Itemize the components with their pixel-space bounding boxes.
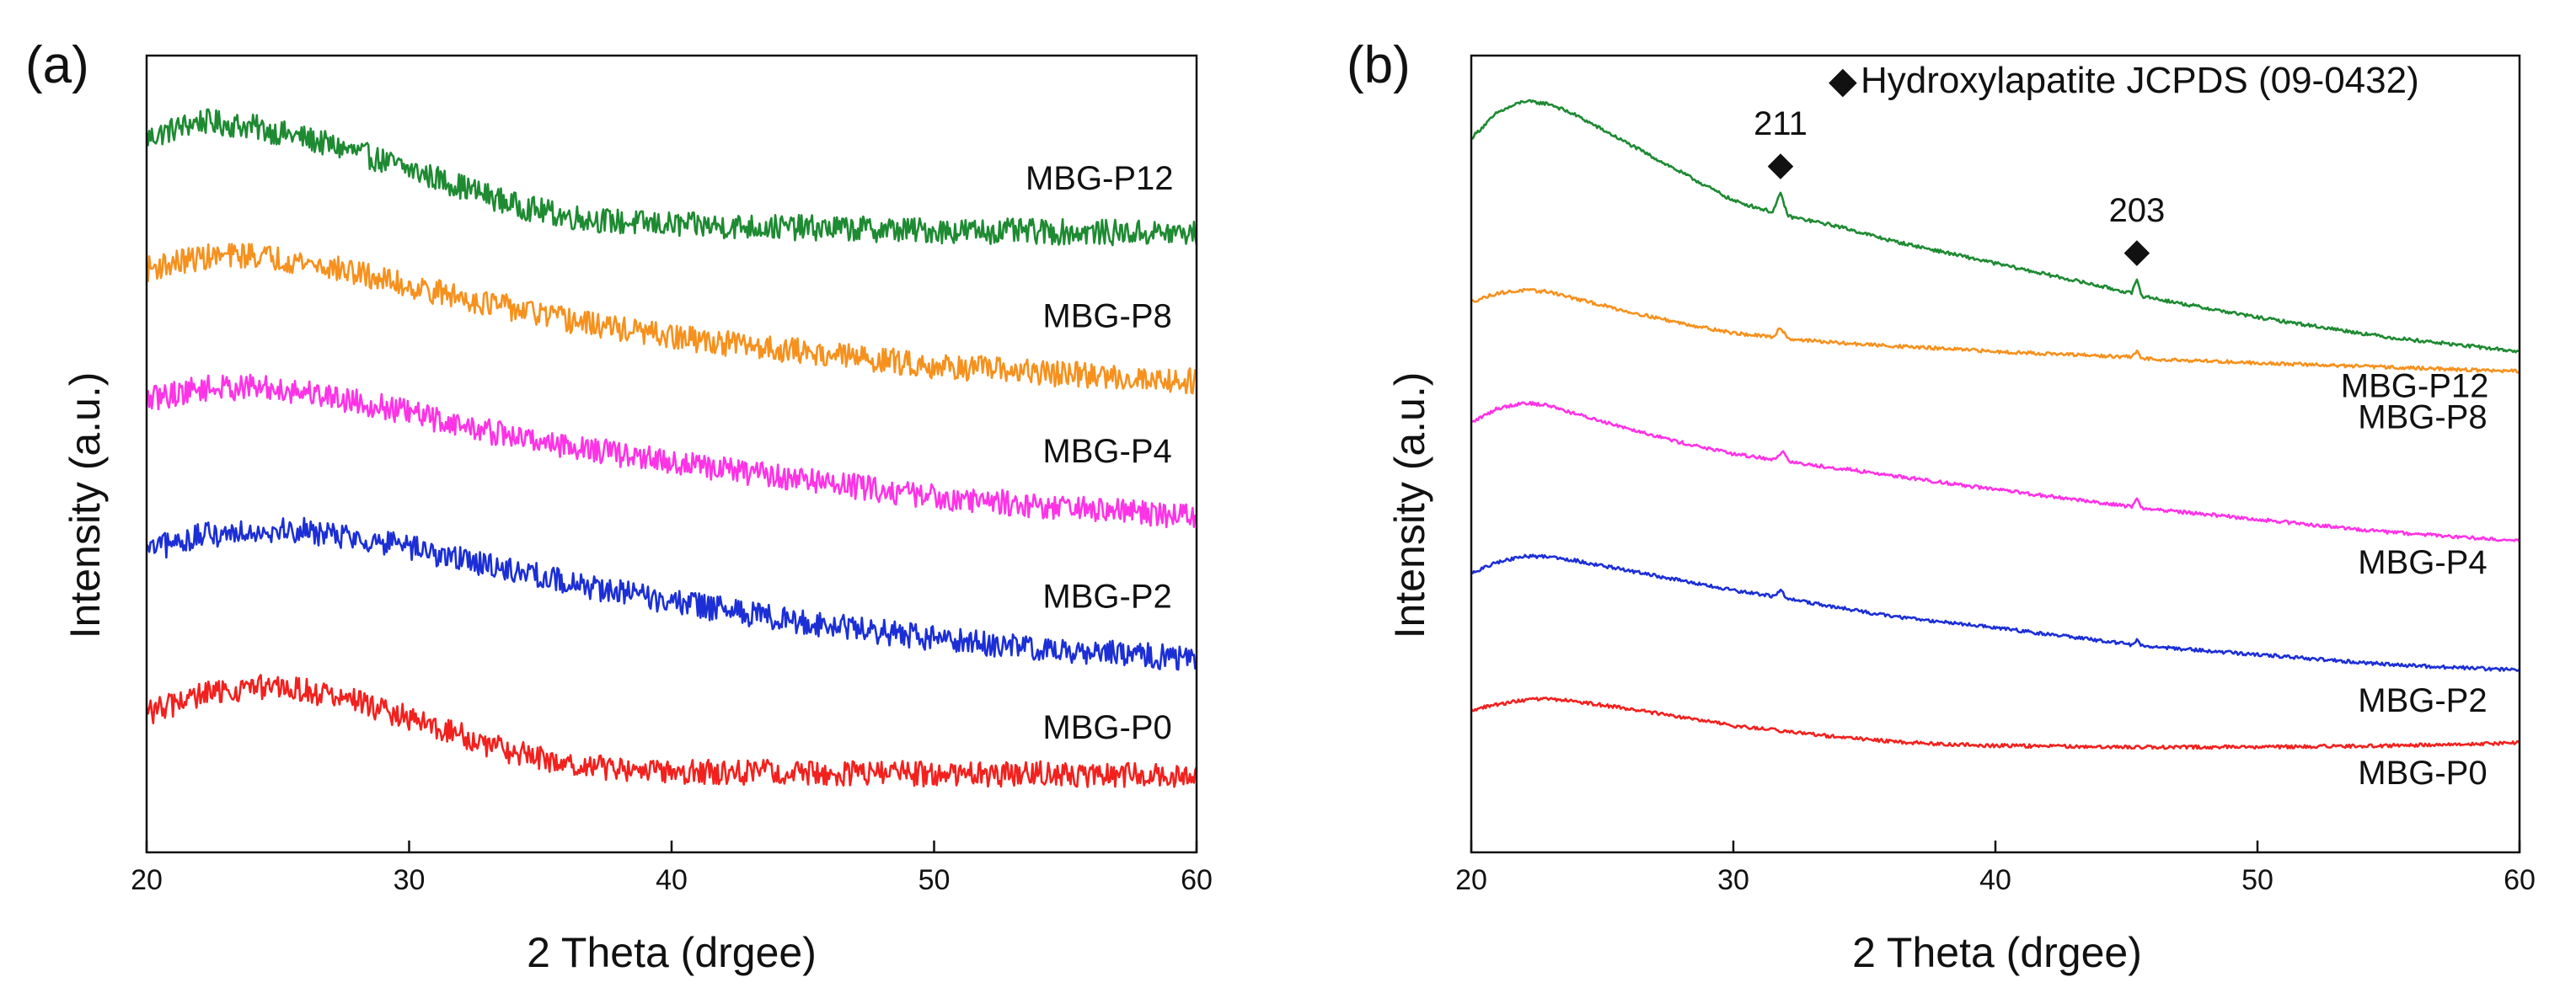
panel-b-x-tick-label-30: 30 xyxy=(1717,864,1749,896)
panel-b-legend: ◆ Hydroxylapatite JCPDS (09-0432) xyxy=(1829,60,2419,101)
panel-a-series-label-mbg-p8: MBG-P8 xyxy=(1042,298,1171,335)
panel-b-series-mbg-p12-line xyxy=(1470,99,2520,354)
panel-a-label: (a) xyxy=(25,36,89,94)
panel-b-peak-211-diamond-icon: ◆ xyxy=(1768,146,1794,183)
panel-a-plot-area: 20 30 40 50 60 MBG-P12 MBG-P8 MBG-P4 MBG-P2 MBG-P… xyxy=(131,108,1213,896)
panel-b-series-label-mbg-p4: MBG-P4 xyxy=(2358,544,2487,581)
panel-a-series-label-mbg-p2: MBG-P2 xyxy=(1042,578,1171,615)
panel-a-series-mbg-p4-line xyxy=(145,373,1198,529)
panel-a-chart: (a) Intensity (a.u.) 2 Theta (drgee) 20 3… xyxy=(25,36,1213,976)
panel-b-series-label-mbg-p2: MBG-P2 xyxy=(2358,682,2487,719)
panel-b-series-label-mbg-p0: MBG-P0 xyxy=(2358,755,2487,792)
panel-a-series-label-mbg-p12: MBG-P12 xyxy=(1026,160,1174,197)
panel-a-x-axis-title: 2 Theta (drgee) xyxy=(527,929,817,976)
panel-a-series-mbg-p8-line xyxy=(145,243,1198,395)
panel-b-peak-211-label: 211 xyxy=(1754,105,1807,142)
panel-b-chart: (b) Intensity (a.u.) 2 Theta (drgee) 20 3… xyxy=(1347,36,2536,976)
panel-a-series-mbg-p2-line xyxy=(145,516,1197,671)
panel-b-x-tick-label-20: 20 xyxy=(1455,864,1487,896)
panel-a-x-tick-label-50: 50 xyxy=(918,864,951,896)
legend-label: Hydroxylapatite JCPDS (09-0432) xyxy=(1861,60,2419,101)
panel-b-peak-203-diamond-icon: ◆ xyxy=(2124,232,2150,270)
panel-b-x-tick-label-40: 40 xyxy=(1979,864,2011,896)
panel-b-label: (b) xyxy=(1347,36,1411,94)
panel-b-peak-203-label: 203 xyxy=(2109,192,2166,229)
panel-a-series-mbg-p0-line xyxy=(145,674,1198,788)
panel-b-x-tick-label-60: 60 xyxy=(2504,864,2536,896)
panel-b-x-tick-label-50: 50 xyxy=(2241,864,2273,896)
panel-b-series-mbg-p8-line xyxy=(1470,287,2520,374)
legend-diamond-icon: ◆ xyxy=(1829,60,1857,101)
panel-a-x-tick-label-60: 60 xyxy=(1181,864,1213,896)
panel-b-series-mbg-p0-line xyxy=(1470,697,2520,750)
panel-a-x-tick-label-40: 40 xyxy=(656,864,688,896)
panel-a-series-label-mbg-p0: MBG-P0 xyxy=(1042,709,1171,746)
panel-b-frame xyxy=(1470,54,2521,854)
panel-b-x-axis-title: 2 Theta (drgee) xyxy=(1852,929,2142,976)
panel-b-series-label-mbg-p12: MBG-P12 xyxy=(2341,367,2489,404)
panel-b-series-mbg-p4-line xyxy=(1470,401,2521,543)
panel-a-series-mbg-p12-line xyxy=(145,108,1198,247)
panel-a-x-tick-label-30: 30 xyxy=(394,864,426,896)
panel-b-series-mbg-p2-line xyxy=(1470,553,2520,672)
panel-a-y-axis-title: Intensity (a.u.) xyxy=(62,372,109,639)
panel-b-y-axis-title: Intensity (a.u.) xyxy=(1386,372,1433,639)
panel-a-series-label-mbg-p4: MBG-P4 xyxy=(1042,433,1171,470)
panel-b-series-label-mbg-p8: MBG-P8 xyxy=(2358,399,2487,436)
panel-a-x-tick-label-20: 20 xyxy=(131,864,163,896)
panel-a-frame xyxy=(145,54,1198,854)
